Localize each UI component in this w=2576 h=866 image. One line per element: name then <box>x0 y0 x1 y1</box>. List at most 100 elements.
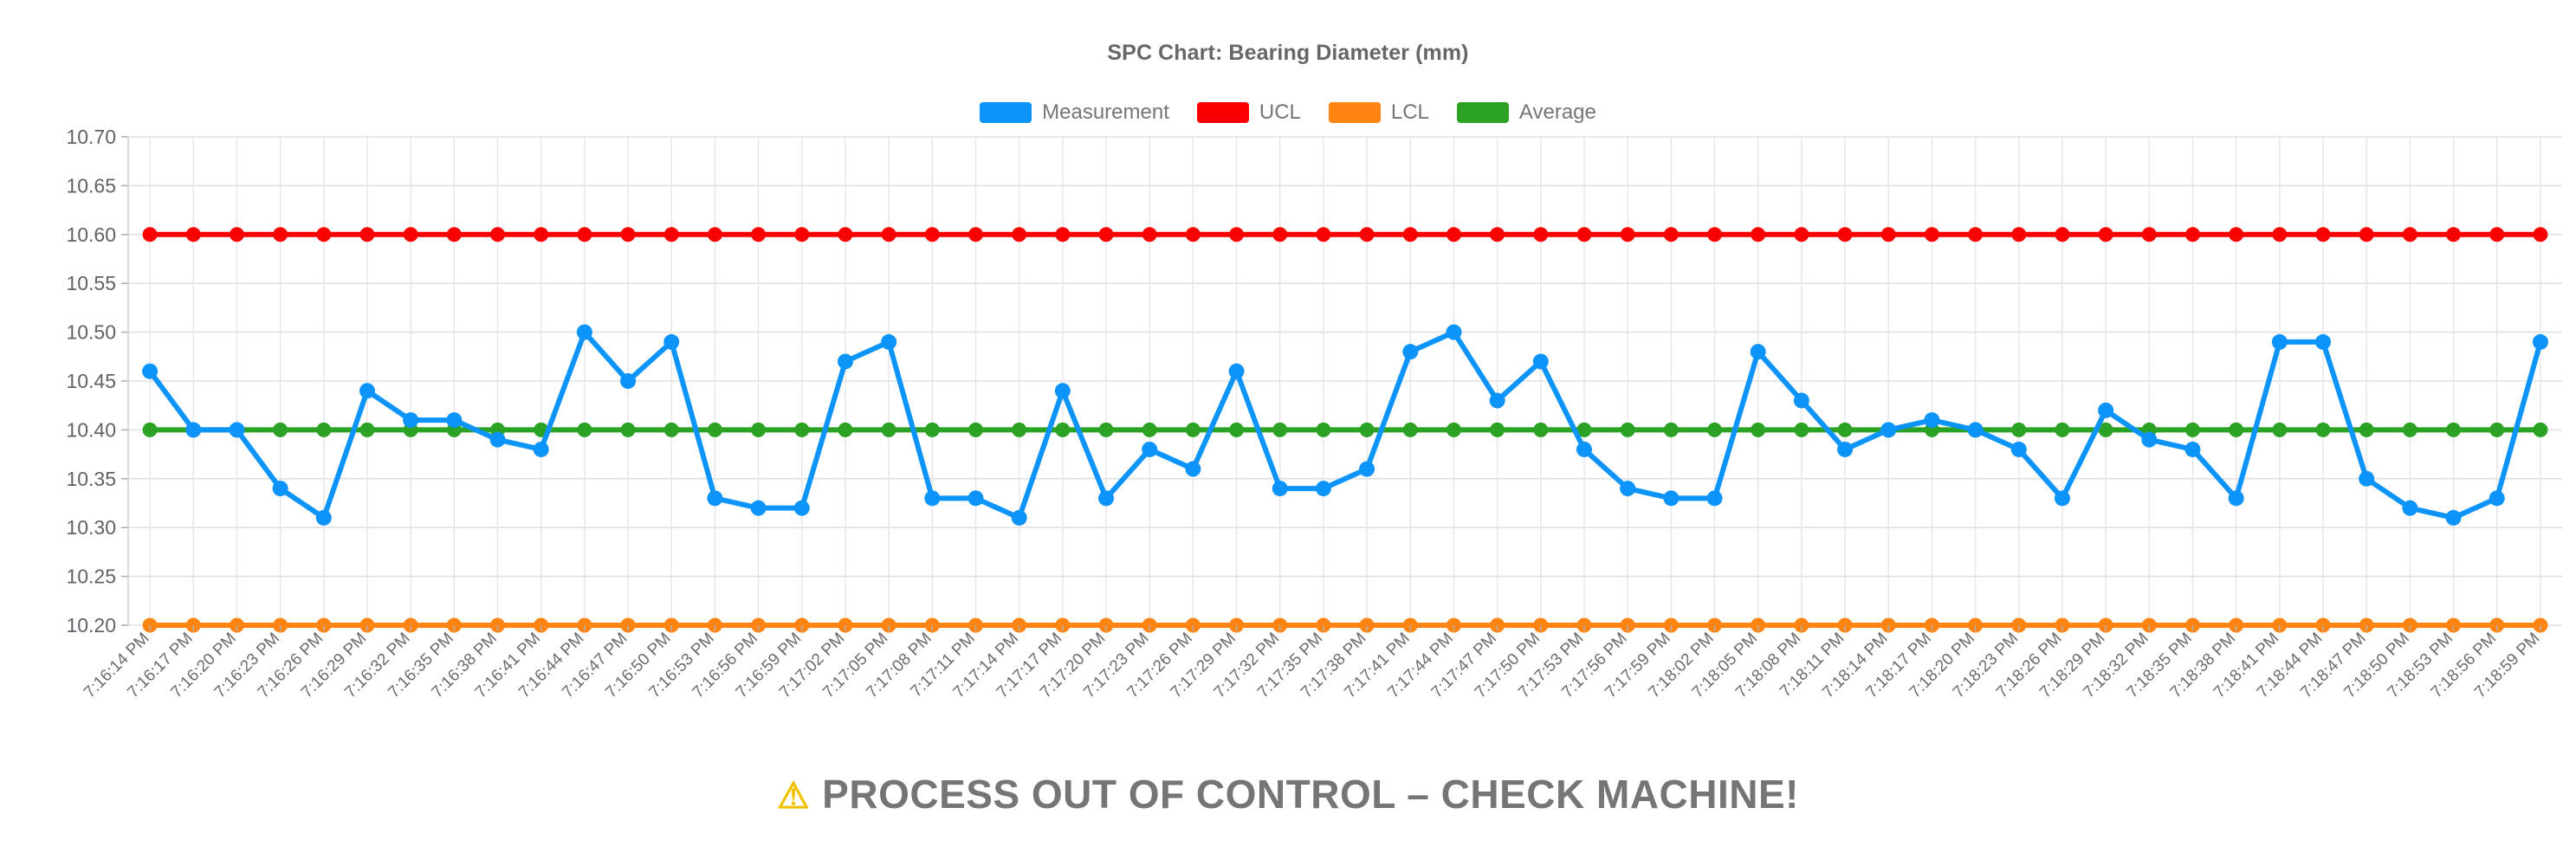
control-point-average <box>1490 422 1505 437</box>
measurement-point[interactable] <box>1663 490 1680 507</box>
control-point-average <box>316 422 332 437</box>
measurement-point[interactable] <box>185 422 202 438</box>
measurement-point[interactable] <box>1750 344 1766 360</box>
measurement-point[interactable] <box>2271 333 2288 350</box>
control-point-ucl <box>1707 227 1723 242</box>
measurement-point[interactable] <box>1924 412 1940 429</box>
measurement-point[interactable] <box>793 500 810 516</box>
measurement-point[interactable] <box>1706 490 1723 507</box>
control-point-average <box>2229 422 2244 437</box>
control-point-ucl <box>142 227 158 242</box>
measurement-point[interactable] <box>1402 344 1419 360</box>
control-point-ucl <box>707 227 722 242</box>
control-point-ucl <box>2402 227 2417 242</box>
legend-item-average[interactable]: Average <box>1456 100 1596 125</box>
control-point-average <box>1272 422 1288 437</box>
control-point-average <box>273 422 288 437</box>
measurement-point[interactable] <box>2489 490 2505 507</box>
measurement-point[interactable] <box>1489 392 1505 409</box>
control-point-ucl <box>1316 227 1331 242</box>
control-point-average <box>1533 422 1549 437</box>
measurement-point[interactable] <box>142 363 159 379</box>
legend-label-lcl: LCL <box>1390 100 1429 124</box>
measurement-point[interactable] <box>2054 490 2070 507</box>
control-point-average <box>1794 422 1809 437</box>
measurement-point[interactable] <box>315 509 332 526</box>
measurement-point[interactable] <box>1446 324 1462 340</box>
control-point-ucl <box>2229 227 2244 242</box>
measurement-point[interactable] <box>576 324 592 340</box>
measurement-point[interactable] <box>2184 441 2201 457</box>
control-point-average <box>707 422 722 437</box>
out-of-control-alert: ⚠ PROCESS OUT OF CONTROL – CHECK MACHINE! <box>0 771 2576 818</box>
measurement-point[interactable] <box>229 422 245 438</box>
measurement-point[interactable] <box>1011 509 1027 526</box>
measurement-point[interactable] <box>1228 363 1245 379</box>
measurement-point[interactable] <box>1793 392 1809 409</box>
measurement-point[interactable] <box>533 441 549 457</box>
control-point-ucl <box>2098 227 2113 242</box>
measurement-point[interactable] <box>2141 431 2158 448</box>
measurement-point[interactable] <box>620 373 637 389</box>
measurement-point[interactable] <box>663 333 680 350</box>
measurement-point[interactable] <box>1532 353 1549 370</box>
control-point-ucl <box>577 227 592 242</box>
measurement-point[interactable] <box>2445 509 2462 526</box>
y-axis-tick-label: 10.55 <box>66 272 116 294</box>
measurement-point[interactable] <box>1576 441 1592 457</box>
control-point-ucl <box>2533 227 2548 242</box>
spc-line-chart[interactable]: 10.20 10.25 10.30 10.35 10.40 10.45 10.50 10.55… <box>0 121 2576 762</box>
measurement-point[interactable] <box>1967 422 1984 438</box>
y-axis-tick-label: 10.70 <box>66 126 116 148</box>
control-point-ucl <box>1098 227 1114 242</box>
control-point-average <box>1055 422 1071 437</box>
control-point-average <box>1751 422 1766 437</box>
y-axis-tick-label: 10.50 <box>66 321 116 344</box>
measurement-point[interactable] <box>2402 500 2418 516</box>
measurement-point[interactable] <box>446 412 463 429</box>
measurement-point[interactable] <box>2098 402 2114 418</box>
measurement-point[interactable] <box>1054 383 1071 399</box>
control-point-average <box>1707 422 1723 437</box>
control-point-average <box>751 422 767 437</box>
measurement-point[interactable] <box>968 490 984 507</box>
measurement-point[interactable] <box>1880 422 1897 438</box>
measurement-point[interactable] <box>707 490 723 507</box>
measurement-point[interactable] <box>2010 441 2027 457</box>
control-point-average <box>2184 422 2200 437</box>
control-point-ucl <box>2359 227 2374 242</box>
legend-item-lcl[interactable]: LCL <box>1328 100 1429 125</box>
measurement-point[interactable] <box>489 431 506 448</box>
measurement-point[interactable] <box>2359 470 2375 487</box>
control-point-ucl <box>229 227 244 242</box>
control-point-average <box>1316 422 1331 437</box>
legend-item-ucl[interactable]: UCL <box>1196 100 1301 125</box>
measurement-point[interactable] <box>1098 490 1115 507</box>
measurement-point[interactable] <box>1359 461 1375 477</box>
measurement-point[interactable] <box>2228 490 2244 507</box>
measurement-point[interactable] <box>750 500 767 516</box>
measurement-point[interactable] <box>1142 441 1158 457</box>
measurement-point[interactable] <box>1272 481 1288 497</box>
control-point-average <box>881 422 896 437</box>
y-axis-tick-label: 10.35 <box>66 468 116 490</box>
measurement-point[interactable] <box>1315 481 1331 497</box>
measurement-point[interactable] <box>359 383 375 399</box>
measurement-line[interactable] <box>147 329 2543 520</box>
measurement-point[interactable] <box>403 412 419 429</box>
measurement-point[interactable] <box>272 481 288 497</box>
control-point-ucl <box>1490 227 1505 242</box>
measurement-point[interactable] <box>1620 481 1636 497</box>
measurement-point[interactable] <box>924 490 941 507</box>
control-point-ucl <box>316 227 332 242</box>
measurement-point[interactable] <box>2315 333 2332 350</box>
measurement-point[interactable] <box>881 333 897 350</box>
measurement-point[interactable] <box>837 353 853 370</box>
measurement-point[interactable] <box>2532 333 2548 350</box>
measurement-point[interactable] <box>1185 461 1201 477</box>
measurement-point[interactable] <box>1837 441 1854 457</box>
legend-item-measurement[interactable]: Measurement <box>980 100 1169 125</box>
legend-swatch-ucl <box>1196 102 1249 123</box>
control-point-ucl <box>1794 227 1809 242</box>
warning-icon: ⚠ <box>777 775 811 816</box>
